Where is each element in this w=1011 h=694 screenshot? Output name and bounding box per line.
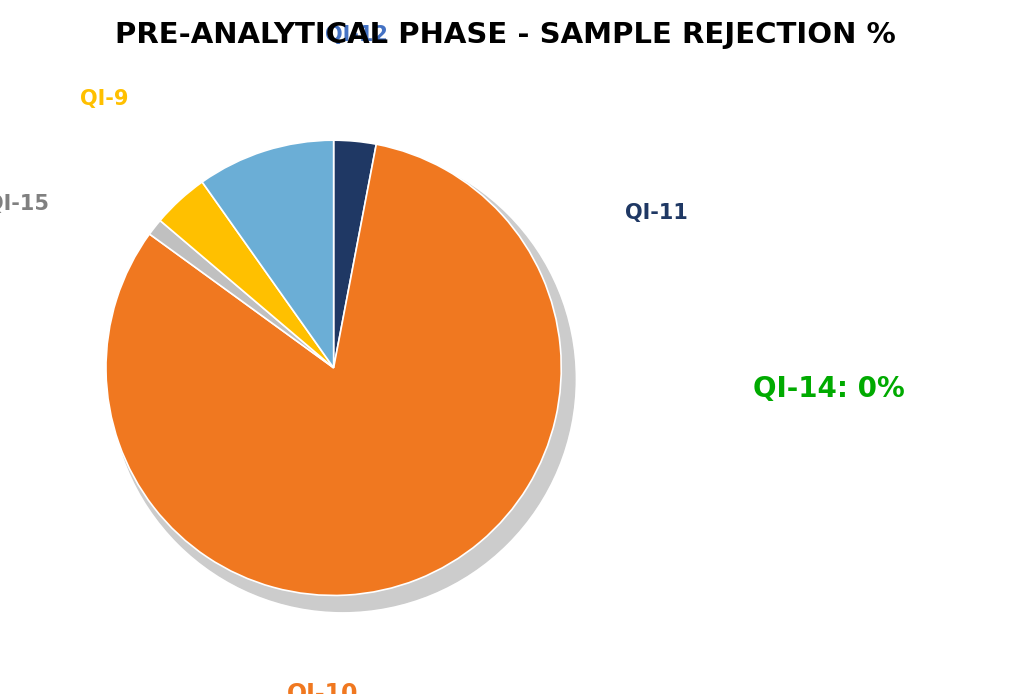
Circle shape — [110, 147, 575, 611]
Text: QI-9: QI-9 — [80, 90, 128, 109]
Wedge shape — [106, 144, 561, 595]
Text: QI-15: QI-15 — [0, 194, 50, 214]
Text: QI-11: QI-11 — [625, 203, 687, 223]
Text: QI-14: 0%: QI-14: 0% — [753, 375, 905, 403]
Wedge shape — [202, 140, 334, 368]
Text: QI-10: QI-10 — [286, 682, 358, 694]
Wedge shape — [150, 221, 334, 368]
Wedge shape — [160, 182, 334, 368]
Wedge shape — [334, 140, 376, 368]
Text: QI-12: QI-12 — [325, 24, 388, 44]
Text: PRE-ANALYTICAL PHASE - SAMPLE REJECTION %: PRE-ANALYTICAL PHASE - SAMPLE REJECTION … — [115, 21, 896, 49]
